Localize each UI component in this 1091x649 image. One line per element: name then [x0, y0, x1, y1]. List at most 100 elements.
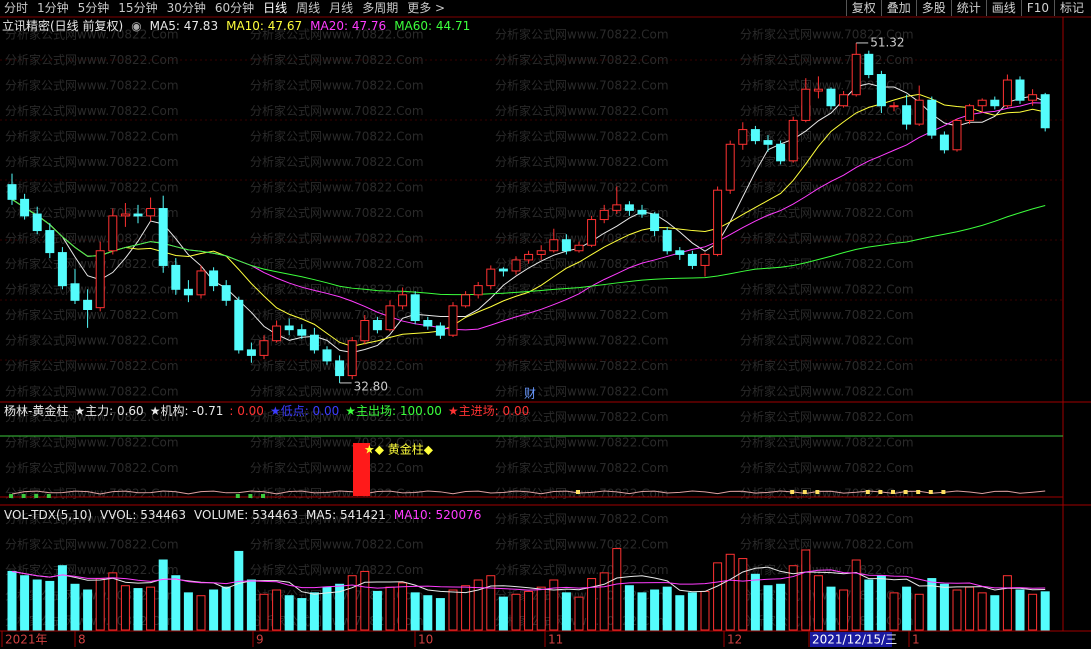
candle-body — [662, 230, 672, 252]
candle-body — [473, 285, 483, 296]
period-button[interactable]: 日线 — [263, 1, 288, 15]
tool-button[interactable]: F10 — [1020, 0, 1054, 16]
period-button[interactable]: 60分钟 — [214, 1, 255, 15]
volume-bar — [700, 590, 710, 631]
volume-bar — [360, 570, 370, 631]
watermark: 分析家公式网www.70822.Com — [740, 231, 914, 246]
volume-bar — [687, 592, 697, 631]
watermark: 分析家公式网www.70822.Com — [495, 409, 669, 424]
volume-bar — [410, 592, 420, 631]
candle-body — [146, 208, 156, 217]
candle-body — [1028, 94, 1038, 101]
watermark: 分析家公式网www.70822.Com — [495, 282, 669, 297]
candle-body — [410, 294, 420, 322]
x-tick-label: 12 — [727, 633, 742, 647]
candle-body — [221, 285, 231, 301]
volume-bar — [839, 589, 849, 631]
candle-body — [977, 99, 987, 107]
tool-button[interactable]: 统计 — [950, 0, 986, 16]
volume-bar — [939, 583, 949, 631]
volume-bar — [902, 586, 912, 631]
volume-bar — [95, 578, 105, 631]
volume-bar — [486, 575, 496, 631]
candle-body — [524, 253, 534, 261]
signal-dot — [878, 490, 883, 494]
candle-body — [448, 305, 458, 336]
tool-button[interactable]: 多股 — [915, 0, 951, 16]
volume-value: MA5: 541421 — [305, 508, 386, 522]
indicator-value: ★低点: 0.00 — [269, 404, 340, 418]
watermark: 分析家公式网www.70822.Com — [5, 384, 179, 399]
watermark: 分析家公式网www.70822.Com — [5, 180, 179, 195]
candle-body — [939, 134, 949, 151]
tool-button[interactable]: 复权 — [845, 0, 881, 16]
watermark: 分析家公式网www.70822.Com — [740, 511, 914, 526]
volume-bar — [1040, 591, 1050, 631]
volume-bar — [738, 558, 748, 631]
volume-bar — [524, 590, 534, 631]
volume-bar — [398, 582, 408, 631]
watermark: 分析家公式网www.70822.Com — [250, 282, 424, 297]
candle-body — [347, 340, 357, 377]
indicator-value: ★主进场: 0.00 — [447, 404, 530, 418]
volume-bar — [347, 575, 357, 631]
period-button[interactable]: 30分钟 — [166, 1, 206, 15]
candle-body — [20, 198, 30, 217]
watermark: 分析家公式网www.70822.Com — [250, 256, 424, 271]
watermark: 分析家公式网www.70822.Com — [5, 103, 179, 118]
period-button[interactable]: 分时 — [4, 1, 29, 15]
volume-bar — [763, 585, 773, 631]
watermark: 分析家公式网www.70822.Com — [250, 52, 424, 67]
candle-body — [902, 105, 912, 125]
watermark: 分析家公式网www.70822.Com — [495, 180, 669, 195]
period-button[interactable]: 1分钟 — [37, 1, 69, 15]
candle-body — [624, 204, 634, 211]
period-button[interactable]: 月线 — [329, 1, 354, 15]
period-bar: 分时 1分钟 5分钟 15分钟 30分钟 60分钟 日线 周线 月线 多周期 更多 > — [4, 0, 445, 16]
x-tick-label: 8 — [78, 633, 86, 647]
signal-dot — [891, 490, 895, 494]
volume-bar — [750, 573, 760, 631]
tool-button[interactable]: 叠加 — [880, 0, 916, 16]
candle-body — [322, 349, 332, 362]
period-button[interactable]: 多周期 — [362, 1, 399, 15]
candle-body — [398, 294, 408, 307]
watermark: 分析家公式网www.70822.Com — [250, 103, 424, 118]
period-button[interactable]: 15分钟 — [118, 1, 158, 15]
menu-icon[interactable]: ◉ — [131, 19, 142, 33]
candle-body — [813, 88, 823, 92]
signal-dot — [46, 494, 51, 498]
watermark: 分析家公式网www.70822.Com — [740, 537, 914, 552]
tool-button[interactable]: 标记 — [1053, 0, 1089, 16]
watermark: 分析家公式网www.70822.Com — [740, 78, 914, 93]
signal-dot — [261, 494, 265, 498]
volume-bar — [1002, 575, 1012, 631]
volume-bar — [788, 565, 798, 631]
candle-body — [196, 270, 206, 296]
volume-bar — [977, 592, 987, 631]
watermark: 分析家公式网www.70822.Com — [740, 205, 914, 220]
legend-item: MA5: 47.83 — [149, 19, 219, 33]
volume-bar — [624, 585, 634, 631]
volume-bar — [650, 589, 660, 631]
period-button[interactable]: 周线 — [296, 1, 321, 15]
candle-body — [246, 349, 256, 356]
watermark: 分析家公式网www.70822.Com — [5, 78, 179, 93]
volume-bar — [889, 592, 899, 631]
volume-bar — [1015, 589, 1025, 631]
volume-bar — [511, 593, 521, 631]
tool-button[interactable]: 画线 — [985, 0, 1021, 16]
signal-dot — [235, 494, 240, 498]
volume-bar — [385, 586, 395, 631]
period-button[interactable]: 5分钟 — [77, 1, 110, 15]
candle-body — [158, 208, 168, 266]
watermark: 分析家公式网www.70822.Com — [495, 537, 669, 552]
volume-bar — [372, 590, 382, 631]
watermark: 分析家公式网www.70822.Com — [495, 511, 669, 526]
volume-value: VOL-TDX(5,10) — [4, 508, 93, 522]
watermark: 分析家公式网www.70822.Com — [250, 409, 424, 424]
signal-dot — [916, 490, 921, 494]
watermark: 分析家公式网www.70822.Com — [740, 435, 914, 450]
period-button[interactable]: 更多 > — [407, 1, 446, 15]
